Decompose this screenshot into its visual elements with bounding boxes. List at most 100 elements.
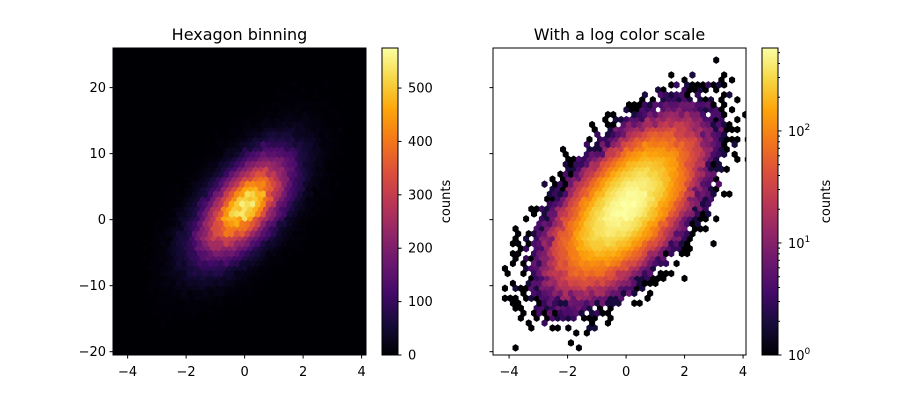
hexbin-cell — [509, 299, 516, 307]
hexbin-cell — [721, 101, 728, 109]
hexbin-cell — [689, 120, 696, 129]
hexbin-cell — [583, 150, 590, 159]
hexbin-cell — [313, 101, 320, 109]
hexbin-cell — [328, 190, 336, 198]
hexbin-cell — [165, 220, 172, 228]
hexbin-cell — [244, 289, 251, 298]
hexbin-cell — [589, 180, 596, 188]
hexbin-cell — [620, 170, 627, 178]
hexbin-cell — [604, 220, 611, 228]
hexbin-cell — [631, 289, 638, 298]
hexbin-cell — [705, 180, 712, 188]
hexbin-cell — [223, 289, 230, 298]
hexbin-cell — [652, 140, 659, 149]
hexbin-cell — [228, 160, 235, 169]
hexbin-cell — [562, 269, 569, 278]
hexbin-cell — [160, 289, 167, 298]
hexbin-cell — [307, 120, 315, 129]
hexbin-cell — [292, 91, 299, 99]
hexbin-cell — [575, 344, 582, 352]
hexbin-cell — [339, 120, 346, 129]
hexbin-cell — [297, 170, 304, 178]
hexbin-cell — [615, 230, 622, 238]
hexbin-cell — [589, 259, 596, 268]
hexbin-cell — [599, 299, 606, 307]
hexbin-cell — [552, 210, 559, 218]
hexbin-cell — [541, 319, 548, 327]
hexbin-cell — [599, 140, 606, 149]
hexbin-cell — [715, 81, 722, 89]
hexbin-cell — [567, 249, 574, 258]
hexbin-cell — [244, 230, 251, 238]
hexbin-cell — [175, 269, 183, 278]
hexbin-cell — [673, 81, 680, 89]
hexbin-cell — [302, 110, 309, 119]
hexbin-cell — [657, 170, 664, 178]
hexbin-cell — [239, 249, 246, 258]
hexbin-cell — [202, 239, 209, 248]
hexbin-cell — [663, 190, 670, 198]
hexbin-cell — [228, 299, 235, 307]
hexbin-cell — [207, 309, 214, 317]
hexbin-cell — [546, 249, 553, 258]
left-chart-title: Hexagon binning — [172, 25, 308, 44]
hexbin-cell — [673, 230, 680, 238]
hexbin-cell — [207, 289, 214, 298]
hexbin-cell — [276, 170, 283, 178]
hexbin-cell — [668, 170, 675, 178]
hexbin-cell — [557, 170, 564, 178]
hexbin-cell — [626, 210, 633, 218]
hexbin-cell — [167, 324, 175, 332]
hexbin-cell — [729, 76, 736, 84]
hexbin-cell — [249, 110, 256, 119]
hexbin-cell — [302, 150, 309, 159]
hexbin-cell — [318, 120, 325, 129]
hexbin-cell — [186, 249, 193, 258]
hexbin-cell — [260, 190, 267, 198]
hexbin-cell — [562, 259, 569, 268]
hexbin-cell — [589, 239, 596, 248]
hexbin-cell — [292, 200, 299, 208]
hexbin-cell — [615, 249, 622, 258]
hexbin-cell — [615, 140, 622, 149]
hexbin-cell — [297, 200, 304, 208]
hexbin-cell — [154, 230, 161, 238]
hexbin-cell — [583, 269, 590, 278]
hexbin-cell — [657, 130, 664, 139]
hexbin-cell — [615, 210, 622, 218]
hexbin-cell — [334, 110, 341, 119]
hexbin-cell — [657, 91, 664, 99]
hexbin-cell — [615, 289, 622, 298]
hexbin-cell — [244, 150, 251, 159]
hexbin-cell — [207, 230, 214, 238]
hexbin-cell — [218, 200, 225, 208]
hexbin-cell — [175, 289, 183, 298]
hexbin-cell — [557, 230, 564, 238]
hexbin-cell — [578, 210, 585, 218]
hexbin-cell — [160, 269, 167, 278]
hexbin-cell — [525, 230, 532, 238]
hexbin-cell — [615, 220, 622, 228]
hexbin-cell — [339, 110, 346, 119]
hexbin-cell — [562, 190, 569, 198]
hexbin-cell — [684, 170, 691, 178]
hexbin-cell — [149, 210, 156, 218]
hexbin-cell — [249, 120, 256, 129]
hexbin-cell — [307, 220, 315, 228]
hexbin-cell — [589, 289, 596, 298]
hexbin-cell — [323, 101, 330, 109]
hexbin-cell — [678, 220, 685, 228]
hexbin-cell — [657, 101, 664, 109]
hexbin-cell — [626, 170, 633, 178]
hexbin-cell — [292, 101, 299, 109]
left-axes — [112, 47, 367, 356]
hexbin-cell — [281, 200, 288, 208]
x-tick-label: −4 — [118, 365, 137, 380]
hexbin-cell — [620, 269, 627, 278]
hexbin-cell — [583, 259, 590, 268]
hexbin-cell — [297, 160, 304, 169]
hexbin-cell — [276, 130, 283, 139]
hexbin-cell — [318, 180, 325, 188]
hexbin-cell — [557, 190, 564, 198]
hexbin-cell — [721, 91, 728, 99]
